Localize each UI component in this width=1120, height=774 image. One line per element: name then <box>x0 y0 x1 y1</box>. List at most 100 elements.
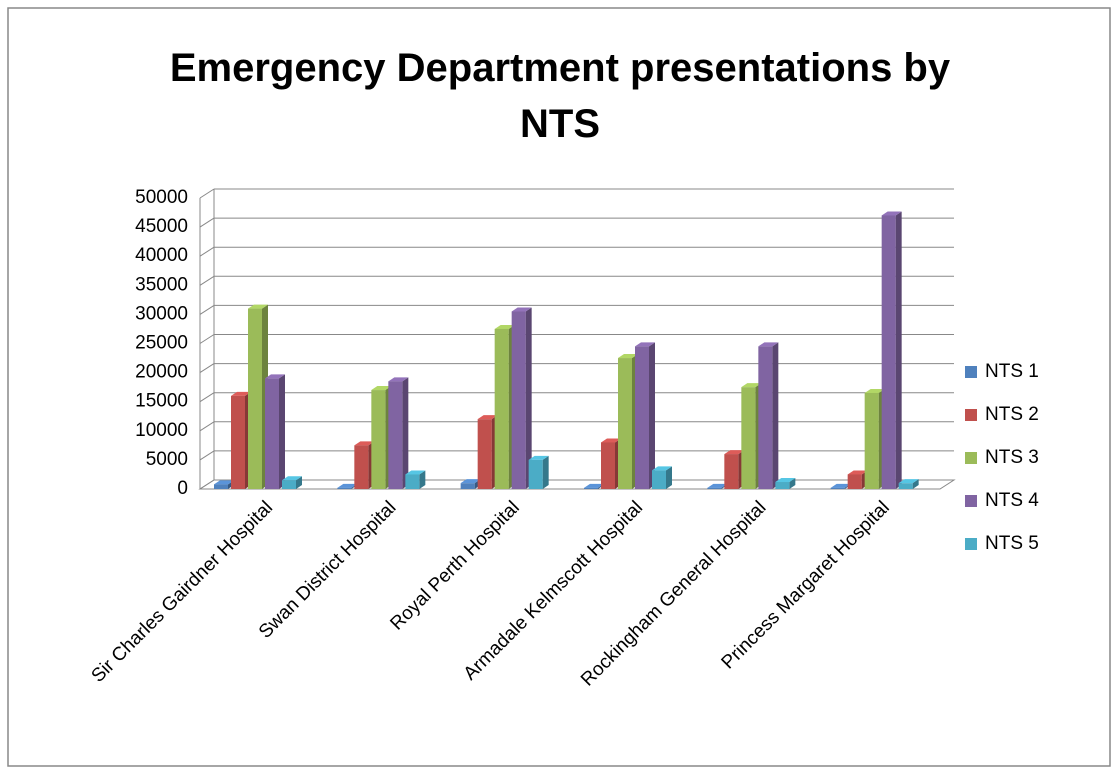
bar <box>265 378 279 489</box>
bar <box>477 419 492 489</box>
legend-swatch <box>965 495 977 507</box>
bar <box>618 358 632 489</box>
grid-line-side <box>199 392 215 403</box>
grid-line-side <box>199 188 215 199</box>
grid-line-side <box>199 479 215 490</box>
bar-top <box>830 483 851 488</box>
y-tick-label: 15000 <box>135 391 188 412</box>
y-tick-label: 20000 <box>135 362 188 383</box>
bar-top <box>354 441 375 446</box>
bar-top <box>618 354 638 359</box>
bar <box>337 487 352 489</box>
bar <box>830 487 845 489</box>
bar <box>405 474 420 489</box>
y-tick-label: 35000 <box>135 274 188 295</box>
bar <box>652 470 666 489</box>
legend-swatch <box>965 538 977 550</box>
bar-side <box>649 342 655 489</box>
chart-border <box>7 7 1111 767</box>
bar-top <box>847 470 868 475</box>
legend-label: NTS 1 <box>985 361 1039 382</box>
bar-top <box>405 470 426 475</box>
x-tick-label: Sir Charles Gairdner Hospital <box>88 497 278 687</box>
bar <box>758 346 773 489</box>
bar-top <box>511 307 532 312</box>
legend-label: NTS 3 <box>985 447 1039 468</box>
x-tick-label: Swan District Hospital <box>255 497 401 643</box>
chart-title: Emergency Department presentations by NT… <box>169 46 951 146</box>
bar-top <box>724 450 745 455</box>
grid-line-side <box>199 363 215 374</box>
bar-top <box>528 455 549 460</box>
legend-label: NTS 2 <box>985 404 1039 425</box>
y-tick-label: 25000 <box>135 333 188 354</box>
legend-swatch <box>965 452 977 464</box>
bar-side <box>912 479 919 489</box>
bar <box>231 395 245 489</box>
bar <box>864 392 879 489</box>
bar <box>584 487 598 489</box>
grid-line-side <box>199 334 215 344</box>
grid-line-side <box>199 304 215 315</box>
bar-side <box>895 211 902 489</box>
bar-top <box>775 478 796 483</box>
bar <box>528 459 543 489</box>
bar-top <box>758 342 779 347</box>
bar-side <box>419 470 426 489</box>
bar-top <box>635 342 655 347</box>
bar-side <box>279 374 285 489</box>
bar <box>847 474 862 489</box>
bar-top <box>371 386 392 391</box>
bar-top <box>881 211 902 216</box>
bar-top <box>898 479 919 484</box>
bar-top <box>652 466 672 471</box>
bar-side <box>525 307 532 489</box>
bar <box>511 311 526 489</box>
x-tick-label: Royal Perth Hospital <box>386 497 523 634</box>
grid-line-side <box>199 246 215 257</box>
y-tick-label: 45000 <box>135 216 188 237</box>
bar <box>775 482 790 489</box>
bar-top <box>248 304 268 309</box>
bar <box>282 480 296 489</box>
bar <box>724 454 739 489</box>
grid-line-side <box>199 217 215 228</box>
legend-swatch <box>965 409 977 421</box>
bar <box>388 381 403 489</box>
bar-side <box>789 478 796 489</box>
bar <box>354 445 369 489</box>
bar-top <box>337 483 358 488</box>
bar <box>707 487 722 489</box>
bar-top <box>707 483 728 488</box>
bar-top <box>477 415 498 420</box>
legend-label: NTS 4 <box>985 490 1039 511</box>
bar-side <box>402 377 409 489</box>
bar-top <box>265 374 285 379</box>
bar <box>460 483 475 489</box>
bar-side <box>772 342 779 489</box>
bar-top <box>388 377 409 382</box>
bar-side <box>542 455 549 489</box>
y-tick-label: 10000 <box>135 420 188 441</box>
bar-top <box>282 476 302 481</box>
bar-top <box>214 480 234 485</box>
bar-top <box>494 324 515 329</box>
legend-label: NTS 5 <box>985 533 1039 554</box>
bar <box>601 442 615 489</box>
bar-top <box>460 479 481 484</box>
bar-top <box>231 391 251 396</box>
bar <box>371 390 386 489</box>
grid-line-side <box>199 421 215 432</box>
bar <box>741 387 756 489</box>
bar-side <box>296 476 302 489</box>
bar-top <box>601 438 621 443</box>
bar <box>635 346 649 489</box>
y-tick-label: 40000 <box>135 245 188 266</box>
grid-line-side <box>199 450 215 461</box>
bar-top <box>584 483 604 488</box>
bar <box>214 484 228 489</box>
y-tick-label: 50000 <box>135 187 188 208</box>
y-tick-label: 0 <box>177 478 188 499</box>
